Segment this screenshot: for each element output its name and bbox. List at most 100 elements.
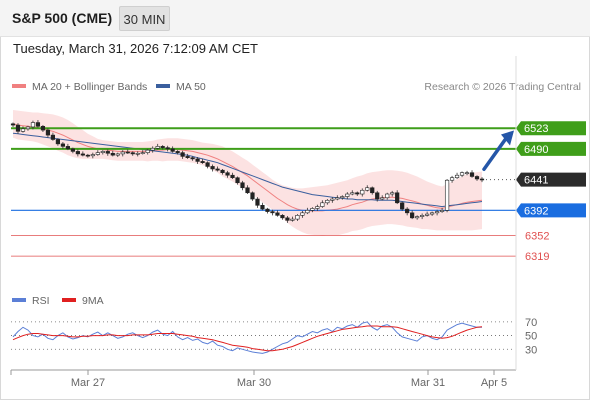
candle-body	[35, 122, 41, 127]
candle-body	[205, 162, 210, 167]
candle-body	[360, 189, 365, 195]
candle-body	[459, 172, 465, 176]
candle-body	[215, 168, 220, 171]
candle-body	[65, 146, 70, 150]
candle-body	[165, 147, 170, 150]
candle-body	[25, 126, 31, 130]
level-tag	[516, 203, 586, 218]
candle-body	[210, 166, 215, 170]
datetime-label: Tuesday, March 31, 2026 7:12:09 AM CET	[13, 41, 258, 56]
candle-body	[180, 152, 185, 157]
rsi-legend-label: RSI	[32, 295, 50, 307]
level-tag	[516, 121, 586, 136]
candle-body	[464, 172, 470, 175]
legend-label: MA 20 + Bollinger Bands	[32, 81, 147, 93]
symbol-title: S&P 500 (CME)	[12, 10, 113, 26]
candle-body	[365, 187, 370, 191]
candle-body	[140, 152, 145, 154]
ma20-line	[12, 123, 483, 212]
candle-body	[340, 196, 345, 199]
candle-body	[235, 177, 240, 184]
rsi-legend-swatch	[12, 298, 26, 302]
bollinger-band	[13, 110, 482, 236]
candle-body	[469, 172, 475, 177]
candle-body	[260, 205, 265, 210]
candle-body	[290, 218, 295, 221]
candle-body	[335, 197, 340, 200]
candle-body	[10, 123, 16, 126]
candle-body	[45, 129, 51, 136]
candle-body	[425, 213, 430, 216]
candle-body	[479, 178, 485, 181]
forecast-arrowhead	[501, 130, 514, 146]
candle-body	[30, 122, 36, 128]
candle-body	[325, 199, 330, 204]
candle-body	[295, 215, 300, 220]
ma50-line	[12, 132, 483, 208]
candle-body	[150, 147, 155, 151]
candle-body	[245, 187, 250, 194]
candle-body	[230, 174, 235, 179]
candle-body	[449, 177, 455, 181]
candle-body	[375, 192, 380, 200]
candle-body	[380, 197, 385, 200]
candle-body	[115, 153, 120, 156]
candle-body	[240, 182, 245, 189]
rsi-tick-label: 70	[525, 317, 537, 329]
level-label: 6352	[525, 230, 549, 242]
candle-body	[250, 192, 255, 200]
candle-body	[95, 152, 100, 155]
candle-body	[195, 158, 200, 162]
candle-body	[385, 193, 390, 199]
candle-body	[444, 179, 450, 211]
level-label: 6523	[524, 123, 548, 135]
level-tag	[516, 172, 586, 187]
candle-body	[330, 198, 335, 201]
candle-body	[160, 146, 165, 148]
candle-body	[125, 151, 130, 154]
candle-body	[105, 151, 110, 154]
x-tick-label: Mar 27	[71, 377, 105, 389]
candle-body	[320, 202, 325, 207]
candle-body	[190, 157, 195, 160]
candle-body	[300, 212, 305, 216]
rsi-legend-swatch	[62, 298, 76, 302]
timeframe-button[interactable]: 30 MIN	[119, 6, 170, 31]
candle-body	[110, 152, 115, 156]
candle-body	[70, 148, 75, 152]
level-label: 6441	[524, 175, 548, 187]
candle-body	[85, 154, 90, 157]
candle-body	[395, 192, 400, 204]
forecast-arrow	[482, 136, 508, 171]
candle-body	[55, 139, 61, 145]
candle-body	[75, 151, 80, 155]
x-tick-label: Apr 5	[481, 377, 507, 389]
candle-body	[60, 143, 65, 147]
candle-body	[370, 187, 375, 194]
level-label: 6319	[525, 251, 549, 263]
x-tick-label: Mar 31	[411, 377, 445, 389]
candle-body	[120, 151, 125, 155]
candle-body	[185, 156, 190, 158]
candle-body	[420, 215, 425, 217]
candle-body	[155, 146, 160, 149]
candle-body	[355, 192, 360, 195]
x-tick-label: Mar 30	[237, 377, 271, 389]
candle-body	[434, 211, 440, 214]
candle-body	[410, 212, 415, 219]
candle-body	[80, 153, 85, 156]
candle-body	[270, 211, 275, 214]
candle-body	[265, 208, 270, 212]
candle-body	[15, 124, 21, 132]
rsi-legend-label: 9MA	[82, 295, 104, 307]
candle-body	[474, 176, 480, 180]
level-label: 6392	[524, 205, 548, 217]
candle-body	[415, 216, 420, 219]
candle-body	[405, 208, 410, 214]
candle-body	[275, 212, 280, 216]
candle-body	[400, 202, 405, 210]
rsi-tick-label: 30	[525, 344, 537, 356]
candle-body	[50, 134, 56, 140]
candle-body	[40, 126, 46, 131]
